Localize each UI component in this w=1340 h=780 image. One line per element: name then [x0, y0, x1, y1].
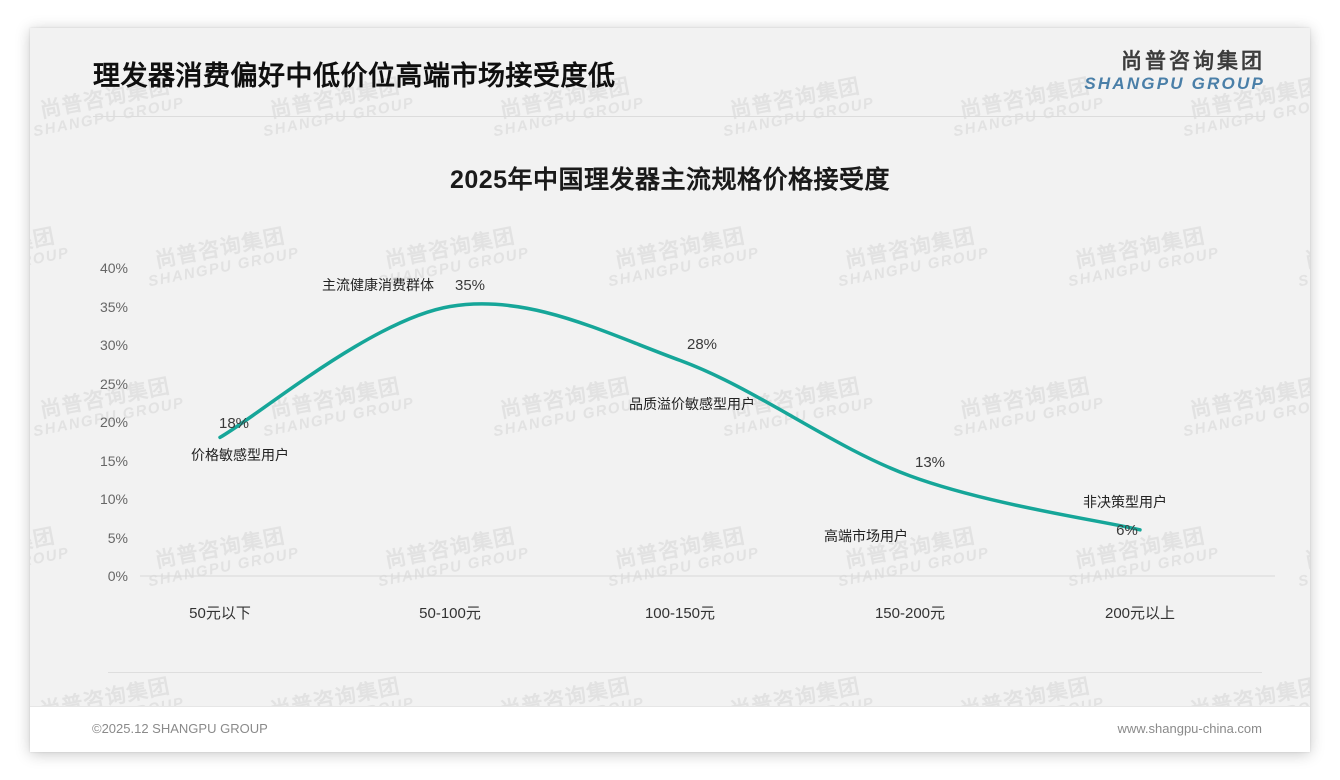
- y-axis-tick-label: 30%: [99, 337, 128, 353]
- copyright-text: ©2025.12 SHANGPU GROUP: [92, 721, 268, 736]
- data-point-value: 6%: [1116, 521, 1138, 539]
- logo-chinese-text: 尚普咨询集团: [1121, 50, 1265, 73]
- y-axis-tick-label: 20%: [99, 414, 128, 430]
- website-url[interactable]: www.shangpu-china.com: [1117, 721, 1262, 736]
- data-point-value: 28%: [686, 336, 718, 354]
- y-axis-tick-label: 10%: [99, 491, 128, 507]
- footer-divider: [108, 672, 1262, 673]
- chart-title: 2025年中国理发器主流规格价格接受度: [449, 166, 891, 194]
- data-point-value: 35%: [454, 276, 486, 294]
- brand-logo: 尚普咨询集团 SHANGPU GROUP: [1084, 50, 1265, 95]
- bottom-bar: ©2025.12 SHANGPU GROUP www.shangpu-china…: [30, 706, 1310, 752]
- x-axis-tick-label: 150-200元: [874, 605, 946, 622]
- y-axis-tick-label: 35%: [99, 298, 128, 315]
- y-axis-tick-label: 0%: [107, 568, 128, 584]
- y-axis-tick-label: 5%: [107, 529, 128, 546]
- x-axis-tick-label: 50元以下: [189, 605, 251, 622]
- data-point-value: 18%: [218, 415, 250, 433]
- data-point-value: 13%: [914, 453, 946, 471]
- logo-english-text: SHANGPU GROUP: [1084, 74, 1265, 94]
- y-axis-tick-label: 15%: [99, 452, 128, 469]
- data-point-annotation: 非决策型用户: [1083, 493, 1167, 510]
- x-axis-tick-label: 50-100元: [419, 605, 481, 622]
- slide-header: 理发器消费偏好中低价位高端市场接受度低 尚普咨询集团 SHANGPU GROUP: [30, 28, 1310, 110]
- data-point-annotation: 主流健康消费群体: [322, 276, 434, 293]
- y-axis-tick-label: 25%: [99, 375, 128, 392]
- header-divider: [93, 116, 1265, 117]
- chart-svg: [140, 302, 1275, 577]
- y-axis-tick-label: 40%: [99, 260, 128, 276]
- data-point-annotation: 品质溢价敏感型用户: [629, 396, 755, 413]
- x-axis-tick-label: 100-150元: [644, 605, 716, 622]
- data-point-annotation: 价格敏感型用户: [191, 447, 289, 464]
- data-point-annotation: 高端市场用户: [824, 527, 908, 544]
- page-title: 理发器消费偏好中低价位高端市场接受度低: [93, 61, 616, 91]
- slide-frame: 尚普咨询集团 SHANGPU GROUP 尚普咨询集团 SHANGPU GROUP 尚普…: [30, 28, 1310, 752]
- line-chart: 40% 35% 30% 25% 20% 15% 10% 5% 0% 50元以下 50-100元 100…: [30, 28, 1310, 752]
- x-axis-tick-label: 200元以上: [1104, 605, 1176, 622]
- data-series-line: [218, 302, 1142, 532]
